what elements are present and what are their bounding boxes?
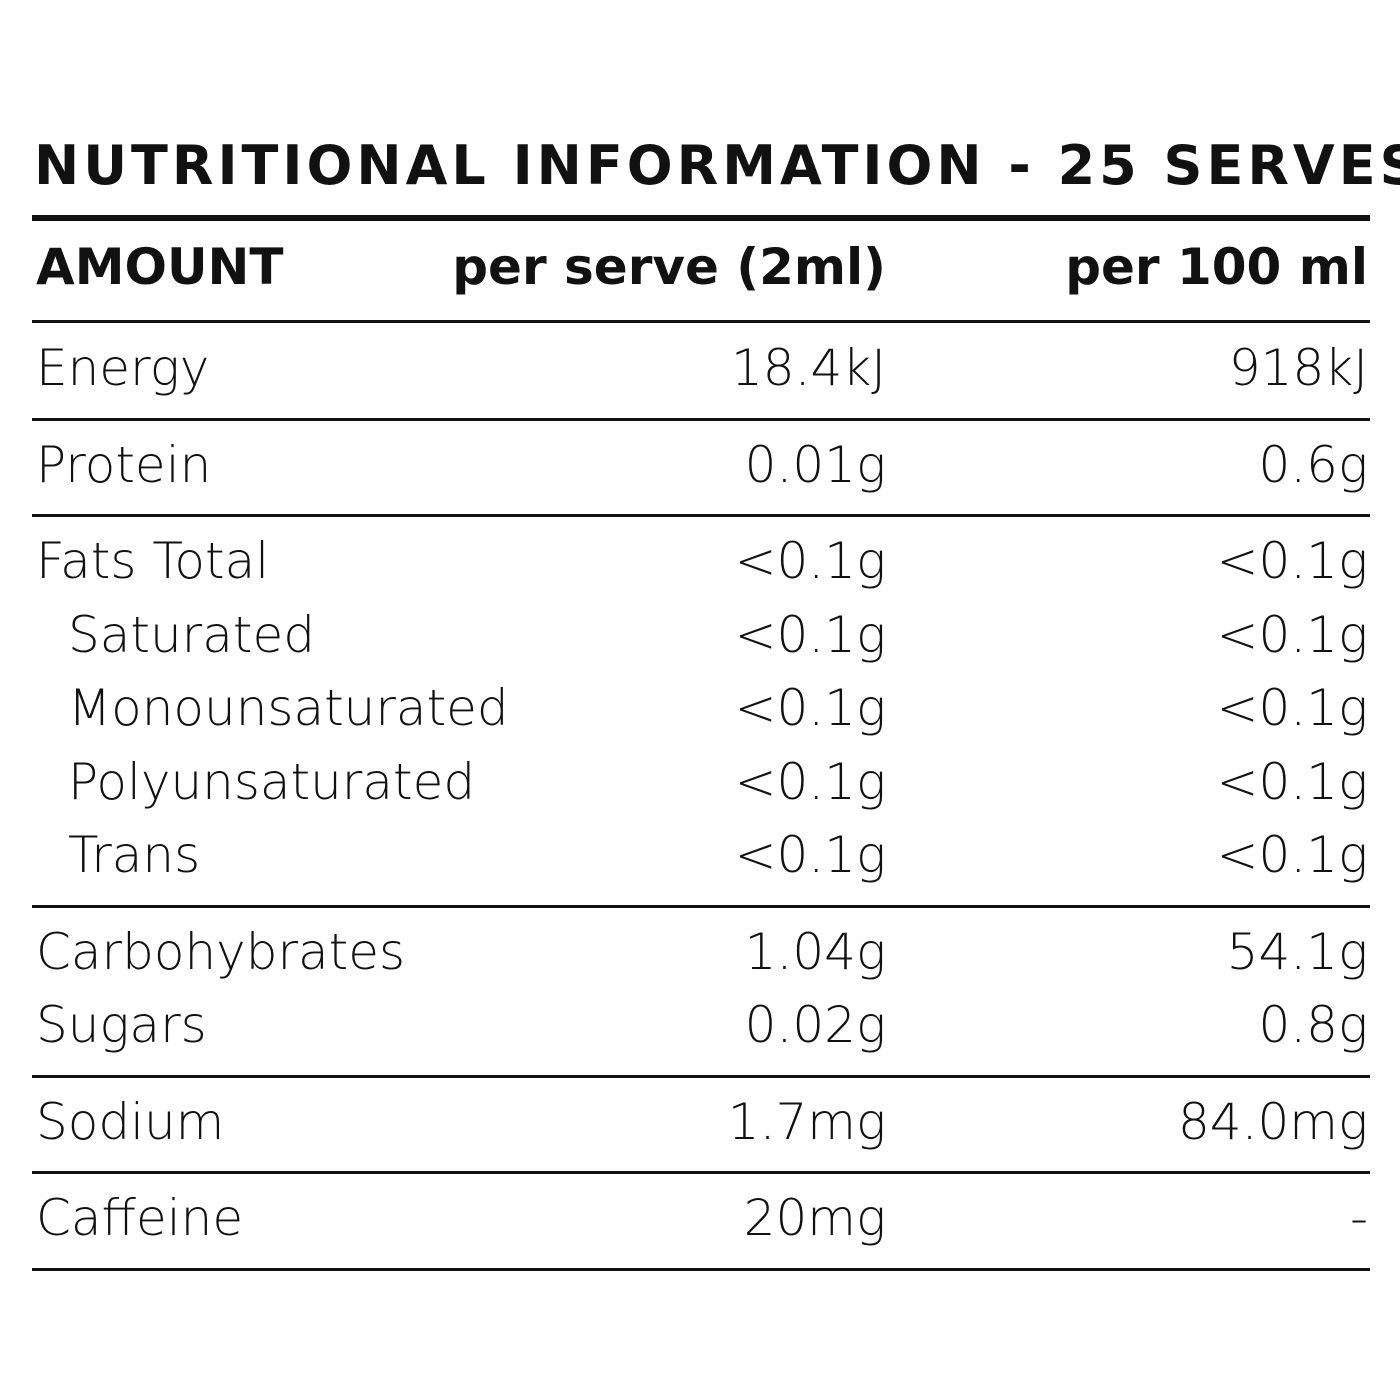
row-value: <0.1g — [1216, 826, 1368, 884]
row-label: Caffeine — [36, 1189, 244, 1247]
row-value: 20mg — [743, 1189, 886, 1247]
rule — [32, 1171, 1370, 1174]
row-value: <0.1g — [734, 532, 886, 590]
row-value: 0.6g — [1258, 435, 1368, 494]
row-value: 918kJ — [1228, 339, 1368, 397]
header-cell: per 100 ml — [1065, 238, 1368, 296]
row-value: <0.1g — [734, 679, 886, 737]
row-value: 0.02g — [744, 996, 886, 1054]
rule — [32, 904, 1370, 908]
row-label: Carbohybrates — [36, 922, 406, 981]
table-title: NUTRITIONAL INFORMATION - 25 SERVES — [34, 134, 1400, 197]
row-label: Monounsaturated — [68, 679, 509, 737]
row-value: <0.1g — [1216, 605, 1368, 664]
rule — [32, 514, 1370, 517]
rule — [32, 215, 1370, 221]
row-label: Trans — [68, 826, 201, 884]
row-label: Fats Total — [36, 532, 270, 590]
row-value: <0.1g — [1216, 752, 1368, 811]
row-value: <0.1g — [734, 826, 886, 884]
row-value: 54.1g — [1226, 922, 1368, 981]
row-value: <0.1g — [734, 752, 886, 811]
rule — [32, 320, 1370, 323]
row-label: Sugars — [36, 996, 207, 1054]
row-label: Protein — [36, 435, 212, 494]
row-value: 0.8g — [1258, 996, 1368, 1054]
row-value: 18.4kJ — [730, 339, 886, 397]
row-value: 0.01g — [744, 435, 886, 494]
row-label: Polyunsaturated — [68, 752, 476, 811]
row-value: <0.1g — [734, 605, 886, 664]
row-value: 1.04g — [744, 922, 886, 981]
row-label: Saturated — [68, 605, 315, 664]
row-value: - — [1349, 1189, 1368, 1247]
header-cell: per serve (2ml) — [452, 238, 886, 296]
row-label: Energy — [36, 339, 210, 397]
rule — [32, 1074, 1370, 1078]
rule — [32, 1267, 1370, 1271]
rule — [32, 417, 1370, 421]
row-value: 84.0mg — [1177, 1092, 1368, 1151]
row-value: <0.1g — [1216, 679, 1368, 737]
row-value: <0.1g — [1216, 532, 1368, 590]
header-cell: AMOUNT — [36, 238, 284, 296]
row-value: 1.7mg — [727, 1092, 886, 1151]
row-label: Sodium — [36, 1092, 225, 1151]
